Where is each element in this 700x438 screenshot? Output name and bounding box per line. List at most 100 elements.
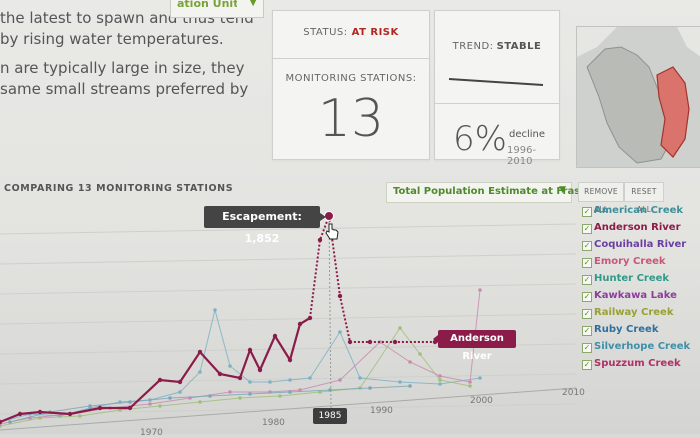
intro-line: by rising water temperatures. [0, 30, 224, 48]
hand-cursor-icon [325, 223, 339, 240]
data-point [228, 390, 232, 394]
legend-label: Emory Creek [594, 256, 666, 267]
x-tick-label: 1990 [370, 406, 393, 416]
grid-line [0, 313, 576, 325]
legend-checkbox[interactable]: ✓ [582, 292, 592, 302]
trend-label: TREND: STABLE [435, 41, 559, 52]
anderson-river-label[interactable]: Anderson River [433, 330, 516, 362]
legend-label: American Creek [594, 205, 684, 216]
x-axis [0, 387, 576, 431]
legend-item[interactable]: ✓ Silverhope Creek [578, 340, 700, 357]
anderson-river-point [317, 237, 323, 243]
legend-item[interactable]: ✓ Ruby Creek [578, 323, 700, 340]
trend-value: STABLE [496, 41, 542, 52]
data-point [398, 380, 402, 384]
legend-label: Coquihalla River [594, 239, 687, 250]
legend-checkbox[interactable]: ✓ [582, 275, 592, 285]
legend-item[interactable]: ✓ Coquihalla River [578, 238, 700, 255]
chevron-down-icon: ▼ [249, 0, 257, 8]
data-point [288, 390, 292, 394]
data-point [408, 384, 412, 388]
data-point [213, 308, 217, 312]
legend-item[interactable]: ✓ Hunter Creek [578, 272, 700, 289]
escapement-tooltip: Escapement: 1,852 [204, 206, 326, 245]
data-point [328, 388, 332, 392]
monitoring-card: MONITORING STATIONS: 13 [272, 58, 430, 160]
data-point [478, 376, 482, 380]
legend-checkbox[interactable]: ✓ [582, 258, 592, 268]
series-line [0, 309, 481, 423]
region-map[interactable] [576, 26, 700, 168]
legend-item[interactable]: ✓ American Creek [578, 204, 700, 221]
anderson-river-point [0, 419, 3, 425]
trend-label-text: TREND: [452, 41, 494, 52]
anderson-river-point [37, 409, 43, 415]
anderson-river-point [127, 405, 133, 411]
data-point [408, 360, 412, 364]
anderson-river-point [297, 321, 303, 327]
legend-checkbox[interactable]: ✓ [582, 326, 592, 336]
anderson-river-point [237, 375, 243, 381]
anderson-river-point [337, 293, 343, 299]
escapement-chart[interactable] [0, 202, 576, 434]
status-card: STATUS: AT RISK [272, 10, 430, 60]
data-point [318, 390, 322, 394]
grid-line [0, 373, 576, 385]
legend-item[interactable]: ✓ Anderson River [578, 221, 700, 238]
chart-title: COMPARING 13 MONITORING STATIONS [4, 183, 234, 194]
data-point [8, 420, 12, 424]
grid-line [0, 283, 576, 295]
data-point [198, 400, 202, 404]
status-label: STATUS: AT RISK [273, 27, 429, 38]
anderson-river-point [97, 405, 103, 411]
status-value: AT RISK [351, 27, 399, 38]
anderson-river-point [257, 367, 263, 373]
data-point [238, 396, 242, 400]
data-point [148, 402, 152, 406]
data-point [438, 374, 442, 378]
divider [435, 103, 559, 104]
x-tick-label: 1980 [262, 418, 285, 428]
intro-line: n are typically large in size, they [0, 59, 245, 77]
population-estimate-dropdown[interactable]: Total Population Estimate at Fraser Mout… [386, 182, 631, 203]
year-marker-line [328, 217, 332, 409]
legend-item[interactable]: ✓ Kawkawa Lake [578, 289, 700, 306]
intro-line: same small streams preferred by [0, 80, 249, 98]
legend-label: Spuzzum Creek [594, 358, 681, 369]
data-point [278, 394, 282, 398]
legend-checkbox[interactable]: ✓ [582, 224, 592, 234]
trend-card: TREND: STABLE 6% decline 1996-2010 [434, 10, 560, 167]
anderson-river-point [17, 411, 23, 417]
legend-checkbox[interactable]: ✓ [582, 309, 592, 319]
grid-line [0, 253, 576, 265]
legend-checkbox[interactable]: ✓ [582, 360, 592, 370]
anderson-river-point [272, 333, 278, 339]
data-point [288, 378, 292, 382]
data-point [438, 378, 442, 382]
data-point [198, 370, 202, 374]
anderson-river-point [67, 411, 73, 417]
legend-checkbox[interactable]: ✓ [582, 343, 592, 353]
legend-label: Hunter Creek [594, 273, 670, 284]
legend-checkbox[interactable]: ✓ [582, 207, 592, 217]
legend-item[interactable]: ✓ Emory Creek [578, 255, 700, 272]
data-point [478, 288, 482, 292]
legend-item[interactable]: ✓ Spuzzum Creek [578, 357, 700, 374]
anderson-river-point [247, 347, 253, 353]
reset-all-button[interactable]: RESET ALL [624, 182, 664, 214]
remove-all-button[interactable]: REMOVE ALL [578, 182, 624, 214]
data-point [248, 392, 252, 396]
trend-line-icon [448, 78, 544, 86]
series-line [0, 289, 481, 425]
anderson-river-point [392, 339, 398, 345]
grid-line [0, 223, 576, 235]
year-badge: 1985 [313, 408, 347, 424]
legend-label: Silverhope Creek [594, 341, 691, 352]
legend-item[interactable]: ✓ Railway Creek [578, 306, 700, 323]
legend-checkbox[interactable]: ✓ [582, 241, 592, 251]
data-point [78, 414, 82, 418]
data-point [338, 330, 342, 334]
conservation-unit-dropdown[interactable]: ation Unit ▼ [170, 0, 264, 18]
data-point [338, 378, 342, 382]
data-point [468, 384, 472, 388]
